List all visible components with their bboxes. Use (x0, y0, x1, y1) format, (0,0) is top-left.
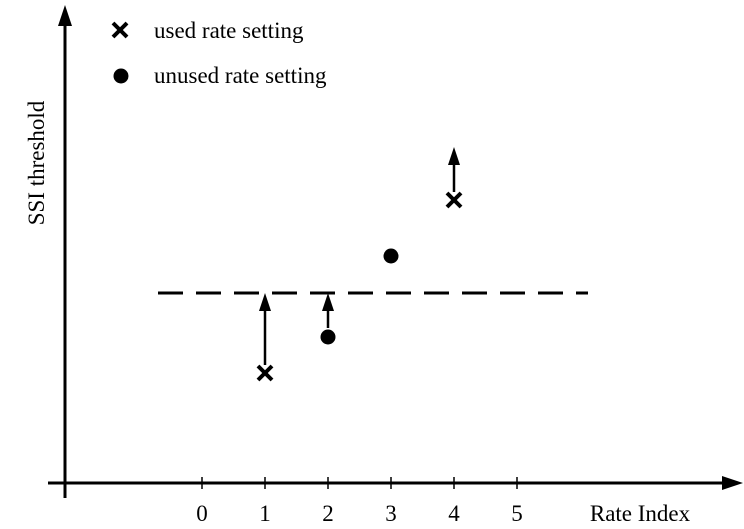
data-points (256, 147, 463, 382)
legend-dot-marker (113, 68, 129, 84)
arrowhead (448, 147, 460, 165)
x-tick-label: 2 (322, 501, 334, 526)
arrowhead (322, 293, 334, 311)
legend-x-marker (111, 21, 129, 39)
x-tick-label: 1 (259, 501, 271, 526)
used-rate-x-marker (256, 364, 274, 382)
used-rate-x-marker (445, 191, 463, 209)
legend-label-unused: unused rate setting (154, 63, 327, 88)
x-tick-label: 0 (196, 501, 208, 526)
x-axis-ticks: 0 1 2 3 4 5 (196, 477, 523, 526)
arrowhead (259, 293, 271, 311)
legend: used rate setting unused rate setting (111, 18, 327, 88)
y-axis-arrowhead (58, 5, 72, 26)
unused-rate-dot-marker (320, 329, 336, 345)
unused-rate-dot-marker (383, 248, 399, 264)
legend-label-used: used rate setting (154, 18, 304, 43)
x-tick-label: 4 (448, 501, 460, 526)
x-axis-label: Rate Index (590, 501, 691, 526)
x-axis-arrowhead (722, 476, 743, 490)
x-tick-label: 5 (511, 501, 523, 526)
x-tick-label: 3 (385, 501, 397, 526)
y-axis-label: SSI threshold (24, 100, 49, 225)
